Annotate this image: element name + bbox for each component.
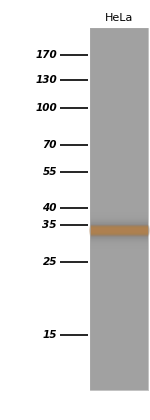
Text: 130: 130 <box>35 75 57 85</box>
Text: 25: 25 <box>42 257 57 267</box>
Text: 70: 70 <box>42 140 57 150</box>
Text: 35: 35 <box>42 220 57 230</box>
Text: HeLa: HeLa <box>105 13 133 23</box>
Text: 100: 100 <box>35 103 57 113</box>
Text: 40: 40 <box>42 203 57 213</box>
Text: 55: 55 <box>42 167 57 177</box>
Text: 170: 170 <box>35 50 57 60</box>
Text: 15: 15 <box>42 330 57 340</box>
